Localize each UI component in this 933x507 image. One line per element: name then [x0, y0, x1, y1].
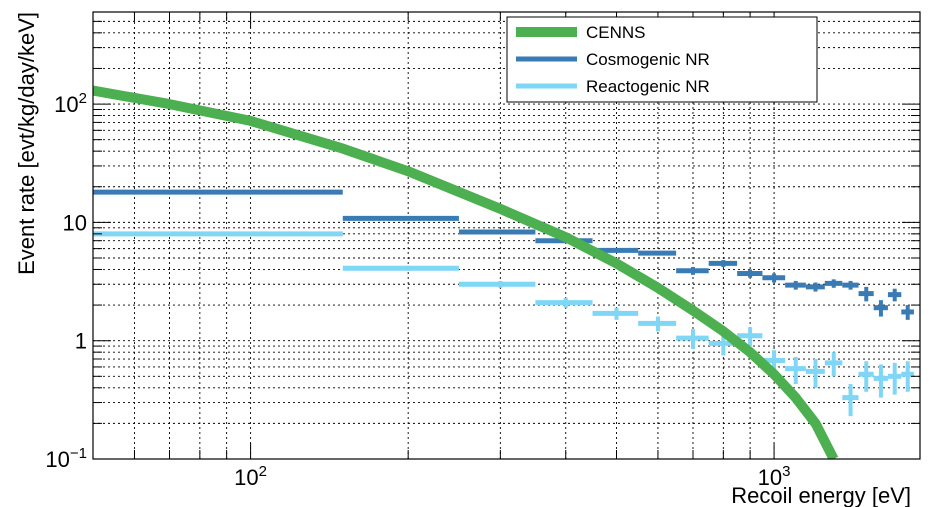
plot-frame: [92, 11, 921, 460]
y-tick-label: 10: [63, 210, 87, 235]
x-tick-label: 103: [758, 463, 791, 490]
legend: CENNS Cosmogenic NR Reactogenic NR: [506, 16, 818, 103]
series-layer: [93, 85, 914, 459]
x-axis-label: Recoil energy [eV]: [731, 483, 911, 507]
y-axis-label: Event rate [evt/kg/day/keV]: [14, 12, 39, 275]
legend-label: Reactogenic NR: [586, 77, 710, 96]
legend-label: Cosmogenic NR: [586, 50, 710, 69]
cenns-curve: [93, 85, 839, 459]
x-tick-label: 102: [234, 463, 267, 490]
y-tick-label: 1: [75, 329, 87, 354]
legend-label: CENNS: [586, 23, 646, 42]
series-cenns: [93, 85, 839, 459]
y-tick-label: 102: [54, 90, 87, 117]
tick-labels: 102 103 10−1 1 10 102: [45, 90, 790, 490]
y-tick-label: 10−1: [45, 445, 87, 472]
axis-ticks: [92, 11, 920, 460]
